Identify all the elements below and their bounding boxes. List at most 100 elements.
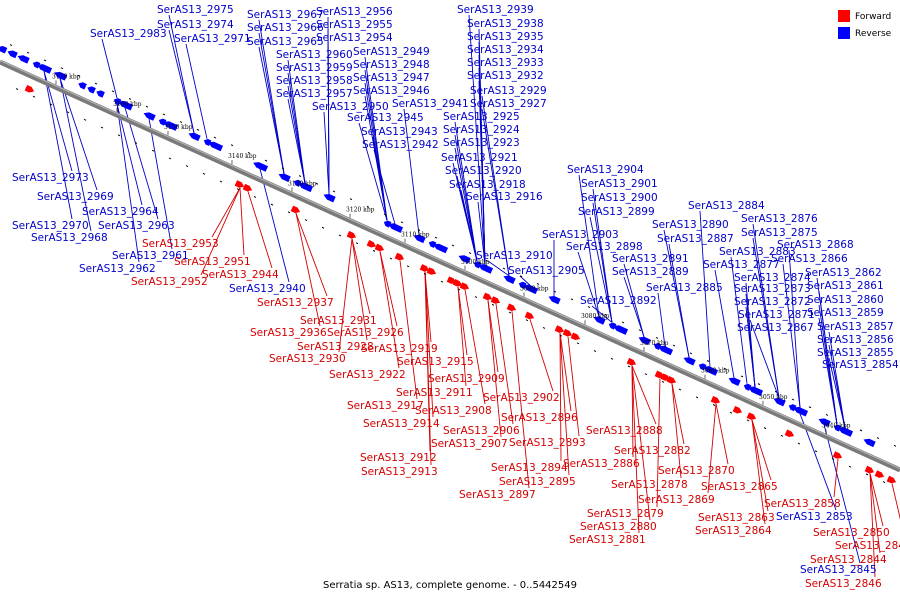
reverse-gene-label: SerAS13_2925	[443, 111, 520, 123]
reverse-gene-label: SerAS13_2975	[157, 4, 234, 16]
track-marker	[451, 244, 455, 247]
leader-line	[168, 29, 195, 134]
forward-gene-label: SerAS13_2878	[611, 479, 688, 491]
forward-gene-label: SerAS13_2869	[638, 494, 715, 506]
leader-line	[751, 419, 769, 512]
scale-tick-label: 3170 kbp	[52, 73, 81, 80]
reverse-gene-label: SerAS13_2875	[741, 227, 818, 239]
reverse-gene-label: SerAS13_2910	[476, 250, 553, 262]
leader-line	[424, 271, 432, 466]
reverse-gene-label: SerAS13_2900	[581, 192, 658, 204]
track-marker	[15, 88, 19, 90]
reverse-gene-label: SerAS13_2868	[777, 239, 854, 251]
leader-line	[631, 365, 657, 425]
reverse-gene-label: SerAS13_2891	[612, 253, 689, 265]
leader-line	[751, 419, 772, 481]
track-marker	[247, 151, 251, 154]
reverse-gene-label: SerAS13_2920	[445, 165, 522, 177]
leader-line	[749, 319, 780, 399]
leader-line	[559, 332, 562, 462]
forward-gene-arrow	[732, 405, 743, 414]
genome-axis-highlight	[0, 60, 900, 469]
track-marker	[434, 236, 438, 239]
leader-line	[211, 187, 241, 238]
track-marker	[32, 95, 36, 98]
leader-line	[577, 251, 600, 317]
track-marker	[253, 195, 257, 198]
forward-gene-label: SerAS13_2897	[459, 489, 536, 501]
track-marker	[270, 203, 274, 206]
leader-line	[671, 383, 682, 479]
track-marker	[185, 165, 189, 168]
forward-gene-label: SerAS13_2931	[300, 315, 377, 327]
leader-line	[59, 78, 92, 232]
track-marker	[366, 205, 370, 208]
forward-gene-label: SerAS13_2863	[698, 512, 775, 524]
forward-gene-arrow	[832, 451, 843, 459]
reverse-gene-arrow	[118, 100, 134, 111]
track-marker	[536, 282, 540, 285]
track-marker	[372, 249, 376, 252]
reverse-gene-label: SerAS13_2867	[737, 322, 814, 334]
leader-line	[631, 365, 640, 534]
track-marker	[145, 105, 149, 108]
leader-line	[748, 332, 756, 388]
track-marker	[825, 414, 829, 416]
forward-gene-arrow	[452, 279, 463, 287]
leader-line	[372, 136, 388, 221]
reverse-gene-label: SerAS13_2934	[467, 44, 544, 56]
forward-gene-arrow	[570, 332, 581, 341]
track-marker	[179, 121, 183, 124]
track-marker	[49, 103, 53, 106]
reverse-gene-label: SerAS13_2876	[741, 213, 818, 225]
forward-gene-arrow	[654, 370, 665, 379]
leader-line	[891, 483, 900, 520]
leader-line	[715, 403, 729, 465]
reverse-gene-label: SerAS13_2861	[807, 280, 884, 292]
reverse-gene-label: SerAS13_2945	[347, 112, 424, 124]
leader-line	[327, 42, 330, 195]
track-marker	[661, 380, 665, 383]
reverse-gene-arrow	[54, 71, 68, 81]
track-marker	[791, 398, 795, 401]
forward-gene-arrow	[234, 180, 245, 188]
leader-line	[59, 78, 98, 191]
reverse-gene-arrow	[863, 438, 876, 448]
leader-line	[823, 424, 861, 564]
forward-gene-label: SerAS13_2906	[443, 425, 520, 437]
track-marker	[321, 226, 325, 229]
reverse-gene-label: SerAS13_2923	[443, 137, 520, 149]
reverse-gene-label: SerAS13_2933	[467, 57, 544, 69]
track-marker	[865, 473, 869, 476]
forward-gene-arrow	[346, 230, 357, 239]
reverse-gene-label: SerAS13_2973	[12, 172, 89, 184]
track-marker	[417, 229, 421, 231]
scale-tick-label: 3120 kbp	[346, 207, 375, 214]
track-marker	[627, 365, 631, 368]
track-marker	[797, 442, 801, 445]
track-marker	[587, 306, 591, 309]
track-marker	[230, 144, 234, 147]
track-marker	[570, 298, 574, 301]
track-marker	[66, 111, 70, 114]
reverse-gene-arrow	[323, 194, 336, 203]
scale-tick-label: 3100 kbp	[461, 259, 490, 266]
reverse-gene-arrow	[793, 406, 809, 417]
leader-line	[699, 210, 711, 367]
leader-line	[788, 249, 801, 408]
track-marker	[723, 367, 727, 370]
track-marker	[383, 213, 387, 216]
track-marker	[593, 350, 597, 353]
forward-gene-arrow	[524, 311, 535, 320]
reverse-gene-label: SerAS13_2860	[807, 294, 884, 306]
leader-line	[200, 187, 241, 276]
track-marker	[457, 288, 461, 291]
forward-gene-label: SerAS13_2952	[131, 276, 208, 288]
track-marker	[468, 252, 472, 255]
leader-line	[460, 189, 478, 262]
leader-line	[424, 271, 434, 418]
leader-line	[657, 292, 666, 347]
leader-line	[168, 14, 195, 134]
scale-tick-label: 3110 kbp	[401, 232, 430, 239]
reverse-gene-label: SerAS13_2924	[443, 124, 520, 136]
